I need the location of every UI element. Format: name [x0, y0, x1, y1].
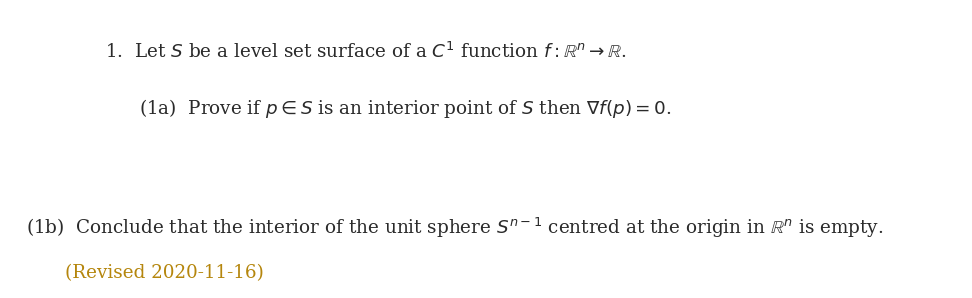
Text: (1b)  Conclude that the interior of the unit sphere $S^{n-1}$ centred at the ori: (1b) Conclude that the interior of the u…	[26, 216, 884, 240]
Text: (Revised 2020-11-16): (Revised 2020-11-16)	[65, 264, 264, 282]
Text: 1.  Let $S$ be a level set surface of a $C^1$ function $f : \mathbb{R}^n \righta: 1. Let $S$ be a level set surface of a $…	[105, 42, 627, 62]
Text: (1a)  Prove if $p \in S$ is an interior point of $S$ then $\nabla f(p) = 0$.: (1a) Prove if $p \in S$ is an interior p…	[139, 97, 672, 120]
